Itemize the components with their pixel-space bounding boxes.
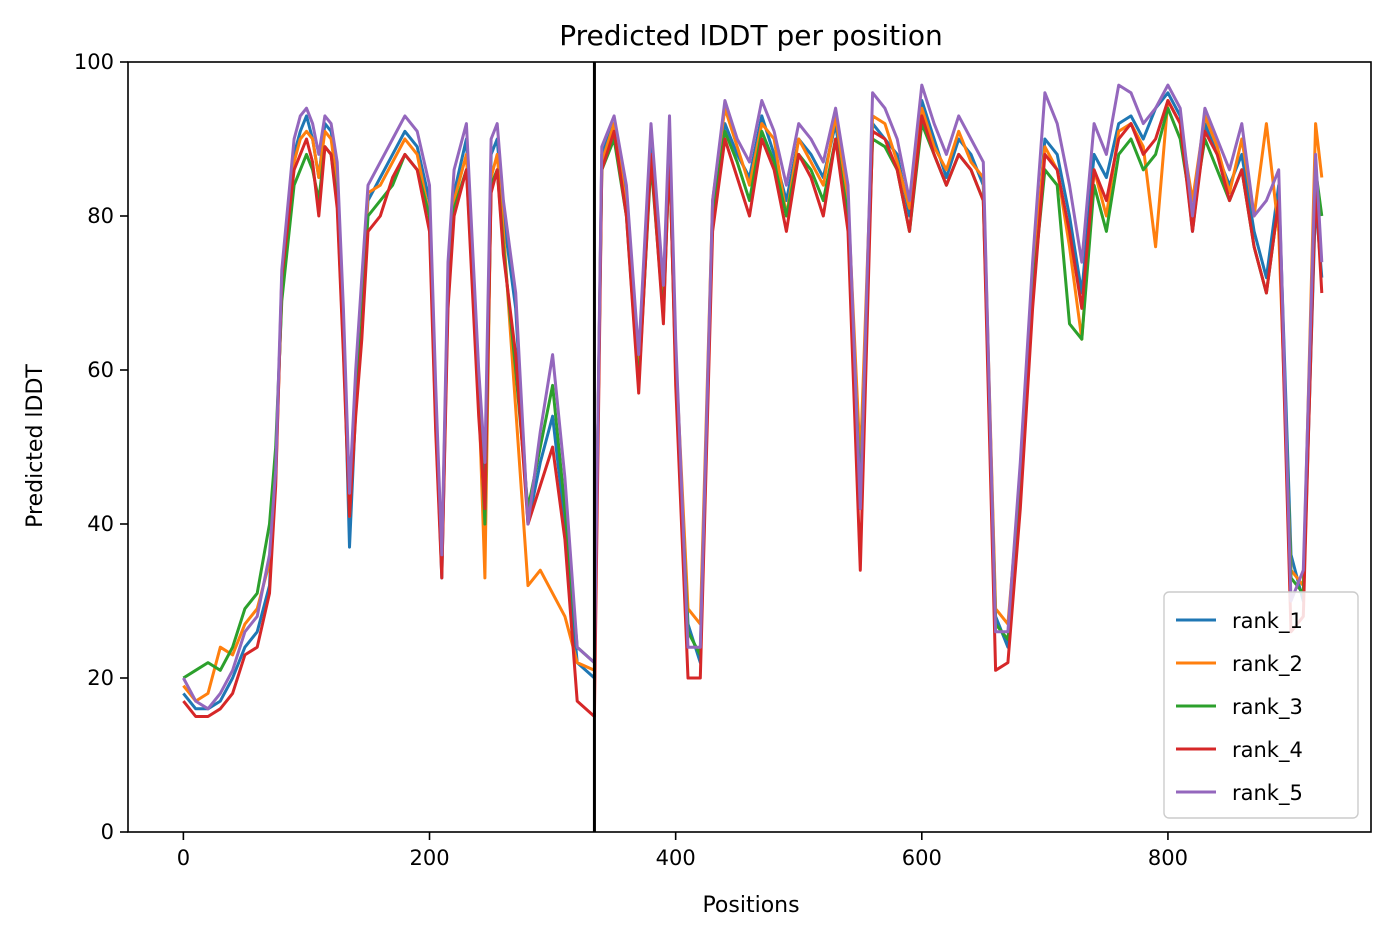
y-tick-label: 100: [74, 50, 114, 74]
x-tick-label: 200: [409, 846, 449, 870]
plot-frame: [127, 61, 1372, 833]
legend-label-rank_4: rank_4: [1232, 738, 1303, 763]
legend-box: [1163, 591, 1359, 819]
y-axis: 0 20 40 60 80 100: [74, 50, 128, 844]
chart-title: Predicted lDDT per position: [559, 19, 943, 52]
series-line-rank_4: [182, 99, 1324, 718]
x-tick-label: 800: [1148, 846, 1188, 870]
legend-label-rank_2: rank_2: [1232, 652, 1303, 677]
y-tick-label: 0: [101, 820, 114, 844]
series-line-rank_5: [182, 83, 1324, 711]
legend-label-rank_5: rank_5: [1232, 781, 1303, 806]
y-tick-label: 80: [87, 204, 114, 228]
y-tick-label: 60: [87, 358, 114, 382]
y-tick-label: 40: [87, 512, 114, 536]
x-axis: 0 200 400 600 800: [177, 832, 1188, 870]
x-axis-label: Positions: [702, 893, 799, 918]
y-tick-label: 20: [87, 666, 114, 690]
legend-label-rank_1: rank_1: [1232, 609, 1303, 634]
legend-label-rank_3: rank_3: [1232, 695, 1303, 720]
x-tick-label: 0: [177, 846, 190, 870]
x-tick-label: 400: [656, 846, 696, 870]
x-tick-label: 600: [902, 846, 942, 870]
y-axis-label: Predicted lDDT: [23, 364, 48, 528]
series-lines: [182, 83, 1324, 718]
legend: rank_1 rank_2 rank_3 rank_4 rank_5: [1163, 591, 1359, 819]
